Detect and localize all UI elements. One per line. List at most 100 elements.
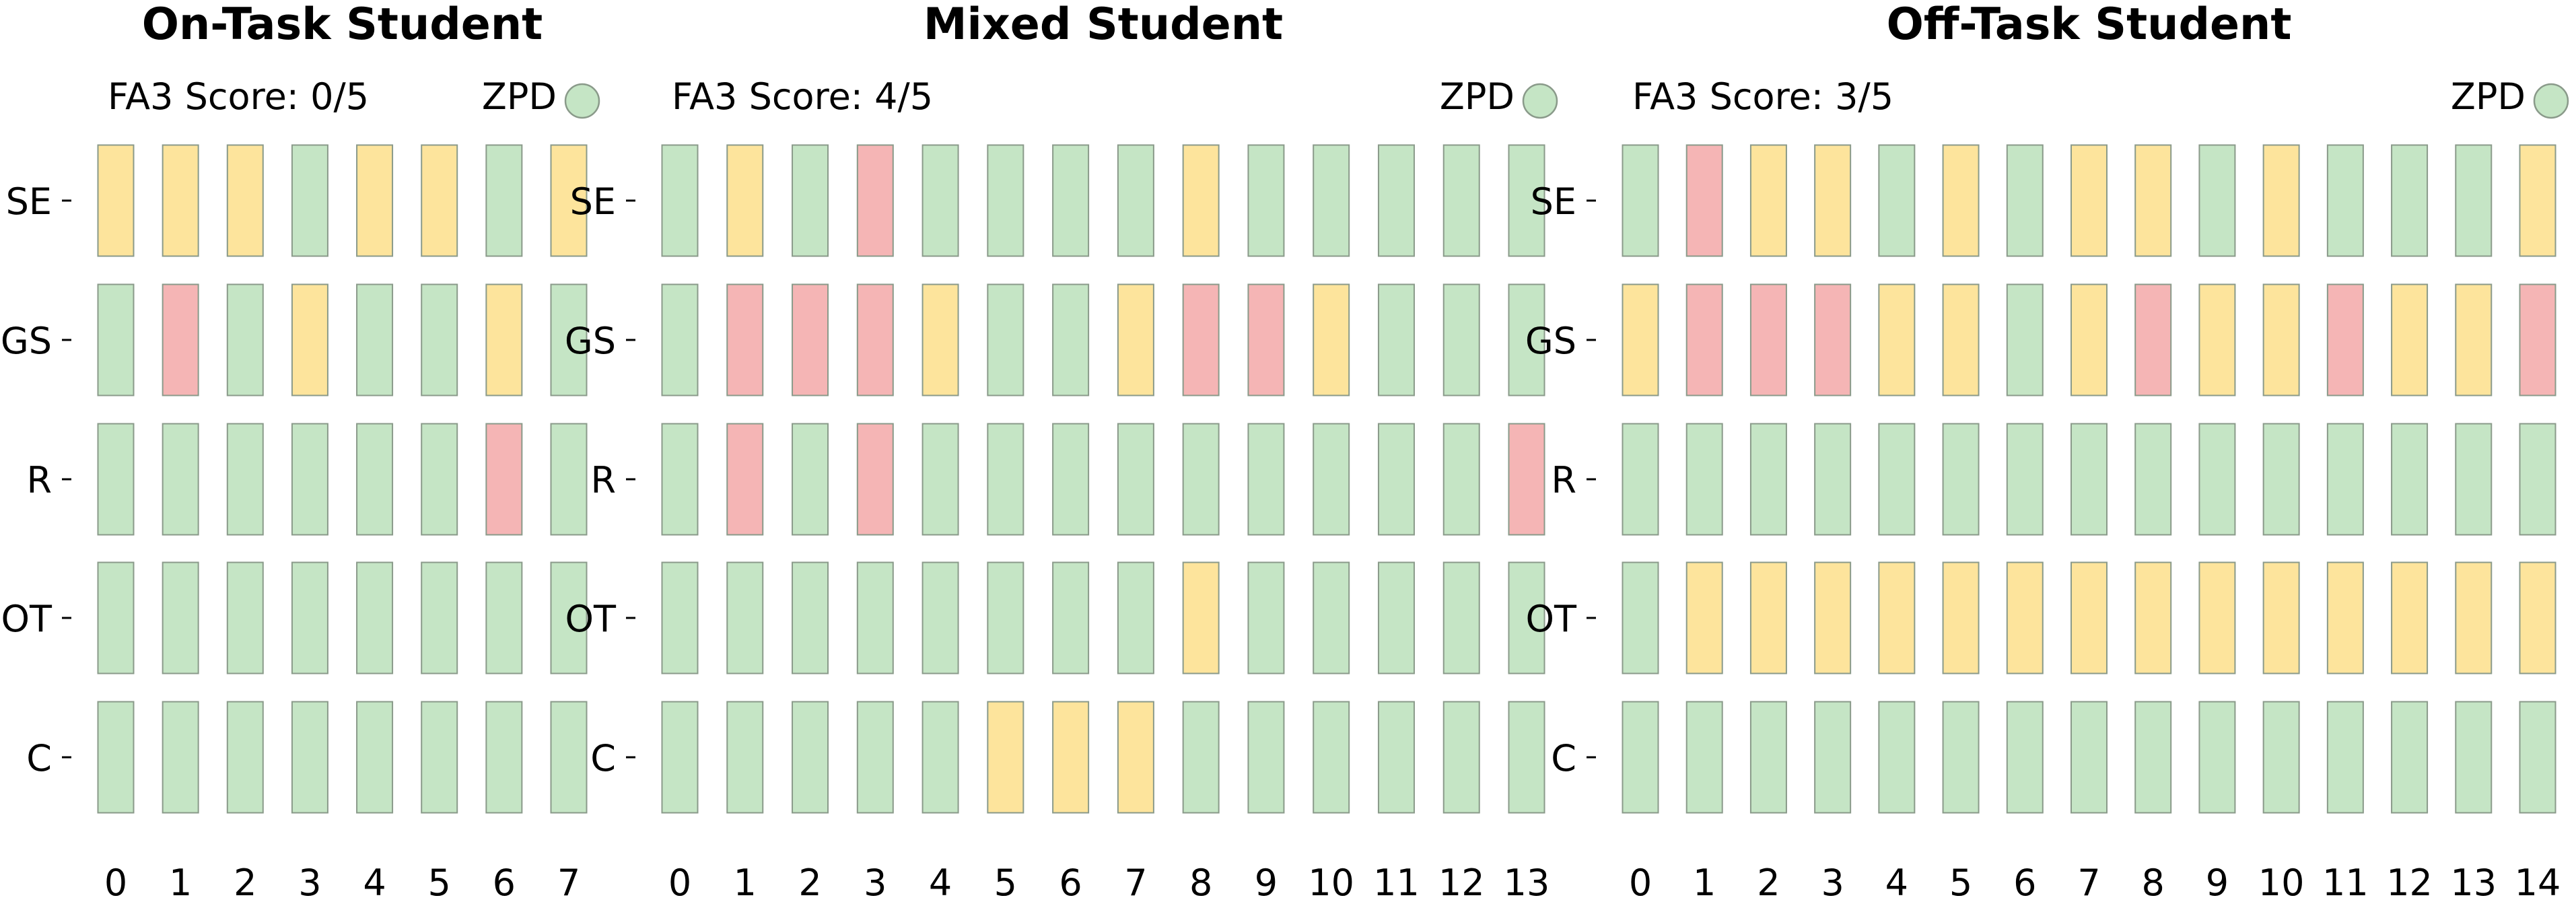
x-tick-label: 4: [363, 862, 386, 904]
cell-OT-1-green: [726, 561, 764, 674]
cell-C-0-green: [97, 701, 135, 814]
cell-SE-1-yellow: [726, 144, 764, 257]
cell-GS-6-green: [2006, 283, 2044, 396]
cell-C-12-green: [2391, 701, 2429, 814]
cell-GS-2-red: [792, 283, 829, 396]
row-label: SE: [1531, 180, 1576, 223]
cell-SE-9-green: [1247, 144, 1285, 257]
row-label: GS: [1, 320, 52, 362]
zpd-label: ZPD: [2451, 75, 2526, 118]
cell-C-1-green: [162, 701, 199, 814]
cell-GS-2-red: [1749, 283, 1787, 396]
cell-SE-2-green: [792, 144, 829, 257]
cell-GS-4-yellow: [1878, 283, 1916, 396]
cell-OT-0-green: [661, 561, 699, 674]
cell-R-5-green: [1942, 423, 1980, 536]
cell-C-13-green: [2455, 701, 2493, 814]
cell-OT-13-green: [1508, 561, 1545, 674]
x-tick-label: 2: [798, 862, 821, 904]
cell-SE-0-green: [1622, 144, 1659, 257]
cell-C-11-green: [1377, 701, 1415, 814]
cell-OT-1-green: [162, 561, 199, 674]
cell-OT-13-yellow: [2455, 561, 2493, 674]
cell-GS-9-red: [1247, 283, 1285, 396]
x-tick-label: 7: [1124, 862, 1147, 904]
cell-SE-3-yellow: [1814, 144, 1852, 257]
cell-R-8-green: [2134, 423, 2172, 536]
x-tick-label: 13: [2450, 862, 2497, 904]
cell-OT-3-green: [856, 561, 894, 674]
cell-GS-1-red: [1685, 283, 1723, 396]
x-tick-label: 5: [428, 862, 451, 904]
row-label: R: [26, 459, 52, 501]
cell-R-12-green: [1442, 423, 1480, 536]
cell-R-4-green: [1878, 423, 1916, 536]
cell-R-3-red: [856, 423, 894, 536]
cell-R-4-green: [356, 423, 394, 536]
x-tick-label: 6: [493, 862, 516, 904]
cell-C-7-green: [2070, 701, 2108, 814]
cell-OT-7-green: [550, 561, 588, 674]
cell-GS-4-green: [356, 283, 394, 396]
cell-OT-12-green: [1442, 561, 1480, 674]
zpd-indicator-icon: [564, 83, 600, 119]
cell-SE-1-red: [1685, 144, 1723, 257]
cell-OT-0-green: [1622, 561, 1659, 674]
cell-OT-11-yellow: [2326, 561, 2364, 674]
row-label: C: [590, 737, 616, 779]
cell-GS-5-yellow: [1942, 283, 1980, 396]
cell-GS-9-yellow: [2198, 283, 2236, 396]
cell-SE-1-yellow: [162, 144, 199, 257]
cell-C-7-yellow: [1117, 701, 1154, 814]
panel-1: Mixed Student FA3 Score: 4/5 ZPD SE GS R OT C 0 1…: [565, 0, 1558, 904]
row-label: R: [1551, 459, 1576, 501]
cell-C-0-green: [1622, 701, 1659, 814]
cell-GS-0-yellow: [1622, 283, 1659, 396]
cell-C-7-green: [550, 701, 588, 814]
cell-SE-5-yellow: [1942, 144, 1980, 257]
cell-OT-5-green: [987, 561, 1024, 674]
cell-R-1-red: [726, 423, 764, 536]
cell-C-14-green: [2519, 701, 2556, 814]
cell-OT-6-yellow: [2006, 561, 2044, 674]
x-tick-label: 6: [2013, 862, 2036, 904]
x-tick-label: 1: [169, 862, 192, 904]
cell-R-0-green: [97, 423, 135, 536]
cell-GS-6-yellow: [485, 283, 523, 396]
x-tick-label: 13: [1504, 862, 1550, 904]
cell-C-8-green: [2134, 701, 2172, 814]
panel-2: Off-Task Student FA3 Score: 3/5 ZPD SE GS R OT…: [1525, 0, 2569, 904]
cell-GS-3-red: [856, 283, 894, 396]
cell-C-5-green: [421, 701, 458, 814]
cell-OT-2-green: [226, 561, 264, 674]
cell-GS-5-green: [987, 283, 1024, 396]
cell-C-4-green: [921, 701, 959, 814]
cell-SE-0-yellow: [97, 144, 135, 257]
cell-GS-0-green: [661, 283, 699, 396]
cell-R-2-green: [1749, 423, 1787, 536]
x-tick-label: 4: [929, 862, 952, 904]
cell-R-13-green: [2455, 423, 2493, 536]
row-label: SE: [6, 180, 52, 223]
cell-R-0-green: [1622, 423, 1659, 536]
cell-SE-12-green: [2391, 144, 2429, 257]
panel-0: On-Task Student FA3 Score: 0/5 ZPD SE GS R OT C…: [1, 0, 600, 904]
x-tick-label: 5: [994, 862, 1017, 904]
x-tick-label: 5: [1949, 862, 1972, 904]
x-tick-label: 0: [668, 862, 691, 904]
row-label: OT: [1526, 598, 1578, 640]
cell-GS-11-red: [2326, 283, 2364, 396]
cell-C-2-green: [1749, 701, 1787, 814]
cell-C-3-green: [291, 701, 328, 814]
x-tick-label: 7: [2077, 862, 2100, 904]
cell-GS-6-green: [1052, 283, 1090, 396]
cell-C-11-green: [2326, 701, 2364, 814]
panel-title: On-Task Student: [142, 0, 543, 50]
cell-R-7-green: [1117, 423, 1154, 536]
row-label: GS: [565, 320, 616, 362]
zpd-indicator-icon: [2533, 83, 2569, 119]
cell-C-3-green: [1814, 701, 1852, 814]
cell-R-2-green: [226, 423, 264, 536]
cell-OT-3-green: [291, 561, 328, 674]
cell-SE-10-green: [1313, 144, 1350, 257]
